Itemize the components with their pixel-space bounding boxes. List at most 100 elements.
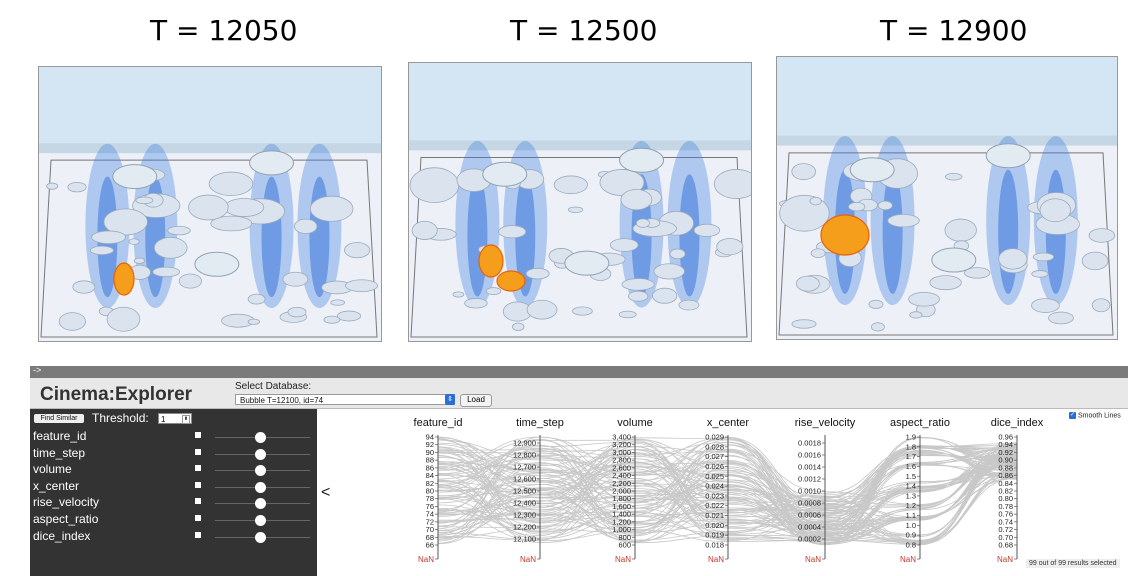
- large-bubble: [482, 161, 528, 187]
- sidebar-row-x-center: x_center: [30, 478, 317, 495]
- tick-label: 0.021: [705, 511, 724, 520]
- blue-plume-core: [261, 176, 282, 298]
- tick-label: 0.74: [998, 517, 1013, 526]
- parallel-coordinates-chart[interactable]: feature_id 949290888684828078767472706866…: [330, 409, 1128, 576]
- bubble-render-image-3: [777, 57, 1117, 339]
- bubble: [464, 298, 488, 309]
- tick-label: 92: [426, 440, 434, 449]
- bubble: [627, 290, 649, 302]
- bubble: [653, 263, 685, 280]
- bubble: [344, 242, 371, 259]
- app-title: Cinema:Explorer: [40, 384, 193, 405]
- tick-label: 0.0008: [798, 499, 821, 508]
- find-similar-button[interactable]: Find Similar: [34, 414, 84, 423]
- tick-label: 0.0018: [798, 439, 821, 448]
- weight-slider-knob[interactable]: [255, 531, 266, 543]
- visibility-checkbox[interactable]: [195, 498, 201, 505]
- tick-label: 0.80: [998, 494, 1013, 503]
- sidebar-row-time-step: time_step: [30, 445, 317, 462]
- bubble: [293, 218, 318, 234]
- threshold-value: 1: [161, 415, 166, 424]
- load-button[interactable]: Load: [460, 394, 492, 407]
- blue-plume: [249, 143, 294, 309]
- tick-label: 0.78: [998, 502, 1013, 511]
- bubble: [963, 267, 991, 279]
- tick-label: 0.72: [998, 525, 1013, 534]
- bubble: [1031, 298, 1060, 313]
- liquid-surface: [409, 140, 751, 151]
- sidebar-row-label: volume: [33, 462, 72, 477]
- stepper-icon[interactable]: ⬍: [182, 415, 190, 424]
- weight-slider-knob[interactable]: [255, 498, 266, 510]
- axis-title: rise_velocity: [795, 417, 856, 429]
- sidebar-row-dice-index: dice_index: [30, 528, 317, 545]
- visibility-checkbox[interactable]: [195, 432, 201, 438]
- checkbox-checked-icon[interactable]: ✓: [1069, 412, 1076, 419]
- bubble: [998, 248, 1028, 270]
- sidebar-row-label: aspect_ratio: [33, 512, 99, 526]
- database-select[interactable]: Bubble T=12100, id=74 ⇕: [235, 394, 455, 405]
- tracked-bubble: [496, 270, 526, 292]
- tick-label: 1,200: [612, 517, 631, 526]
- sidebar-row-label: x_center: [33, 478, 80, 493]
- bubble: [944, 172, 963, 181]
- nan-label: NaN: [900, 555, 916, 564]
- visibility-checkbox[interactable]: [195, 515, 201, 521]
- weight-slider-knob[interactable]: [255, 432, 266, 443]
- blue-plume-core: [309, 176, 330, 298]
- threshold-input[interactable]: 1 ⬍: [158, 413, 192, 424]
- collapse-sidebar-button[interactable]: <: [321, 484, 331, 501]
- tick-label: 2,600: [612, 463, 631, 472]
- smooth-lines-toggle[interactable]: ✓ Smooth Lines: [1069, 412, 1121, 419]
- bubble-render-panel-2: [408, 62, 752, 342]
- sidebar-row-aspect-ratio: aspect_ratio: [30, 511, 317, 528]
- tick-label: 800: [618, 533, 631, 542]
- database-label: Select Database:: [235, 381, 312, 392]
- data-line: [437, 439, 1018, 539]
- weight-slider-knob[interactable]: [255, 465, 266, 477]
- tick-label: 0.94: [998, 440, 1013, 449]
- nan-label: NaN: [997, 555, 1013, 564]
- tick-label: 86: [426, 463, 434, 472]
- bubble: [330, 299, 346, 306]
- tick-label: 1.3: [906, 491, 916, 500]
- bubble: [795, 275, 820, 292]
- sidebar-row-feature-id: feature_id: [30, 428, 317, 445]
- bubble-render-image-2: [409, 63, 751, 341]
- bubble: [67, 181, 87, 193]
- tick-label: 82: [426, 479, 434, 488]
- bubble: [1081, 251, 1109, 271]
- bubble: [409, 167, 460, 203]
- tick-label: 1,000: [612, 525, 631, 534]
- visibility-checkbox[interactable]: [195, 531, 201, 538]
- bubble: [909, 311, 923, 319]
- chevron-updown-icon: ⇕: [445, 394, 455, 405]
- bubble: [1048, 311, 1074, 325]
- bubble: [247, 293, 266, 305]
- sidebar-row-label: dice_index: [33, 528, 91, 543]
- bubble: [669, 248, 686, 260]
- tick-label: 12,100: [513, 535, 536, 544]
- visibility-checkbox[interactable]: [195, 448, 201, 455]
- bubble: [525, 267, 550, 280]
- bubble: [877, 200, 893, 211]
- bubble: [452, 291, 465, 298]
- visibility-checkbox[interactable]: [195, 481, 201, 488]
- tick-label: 1.1: [906, 511, 916, 520]
- tick-label: 1.2: [906, 501, 916, 510]
- bubble: [336, 310, 362, 322]
- bubble: [133, 257, 146, 264]
- weight-slider-knob[interactable]: [255, 481, 266, 493]
- weight-slider-knob[interactable]: [255, 448, 266, 460]
- tick-label: 66: [426, 541, 434, 550]
- weight-slider-knob[interactable]: [255, 515, 266, 526]
- tick-label: 0.0016: [798, 451, 821, 460]
- visibility-checkbox[interactable]: [195, 465, 201, 472]
- tick-label: 0.0014: [798, 463, 821, 472]
- blue-plume-core: [515, 174, 536, 297]
- tick-label: 0.024: [705, 482, 724, 491]
- panel-3-time-label: T = 12900: [880, 14, 1028, 47]
- bubble: [716, 238, 744, 256]
- bubble: [188, 194, 229, 221]
- large-bubble: [112, 164, 158, 190]
